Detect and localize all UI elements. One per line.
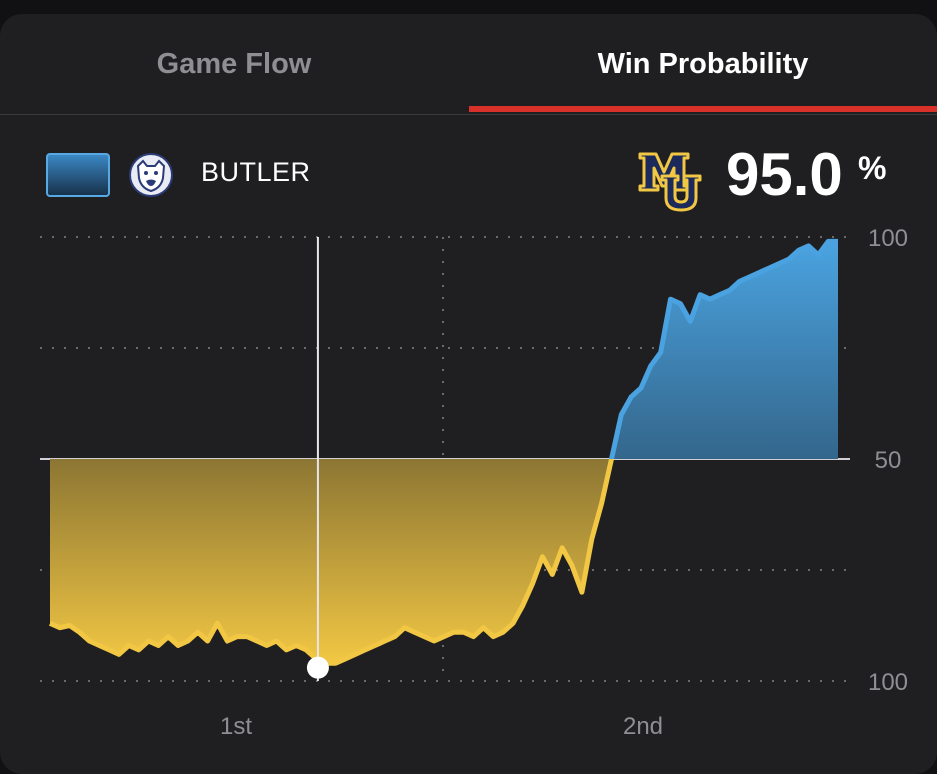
gold-team-line: [48, 459, 615, 666]
blue-team-area: [50, 241, 838, 459]
bulldog-icon: [129, 153, 173, 197]
tab-bar: Game Flow Win Probability: [0, 14, 937, 115]
probability-lines: [48, 238, 838, 666]
x-tick-label: 2nd: [623, 713, 663, 740]
y-tick-label: 100: [868, 669, 908, 696]
mu-logo-icon: [638, 152, 704, 212]
scrubber-dot: [306, 656, 329, 679]
scrubber[interactable]: [306, 237, 329, 681]
axis-ticks: 100 50 100 1st 2nd: [220, 225, 908, 740]
team-name: BUTLER: [201, 157, 311, 187]
active-tab-indicator: [469, 106, 937, 112]
probability-areas: [50, 241, 838, 664]
gold-team-area: [50, 459, 838, 664]
tab-game-flow[interactable]: Game Flow: [156, 47, 312, 80]
tab-win-probability[interactable]: Win Probability: [597, 47, 809, 80]
y-tick-label: 50: [875, 447, 902, 474]
y-tick-label: 100: [868, 225, 908, 252]
win-probability-chart: 100 50 100 1st 2nd: [40, 225, 908, 740]
win-probability-value: 95.0: [726, 141, 843, 208]
percent-sign: %: [858, 150, 887, 186]
legend-swatch: [46, 153, 110, 197]
x-tick-label: 1st: [220, 713, 252, 740]
blue-team-line: [608, 238, 838, 459]
